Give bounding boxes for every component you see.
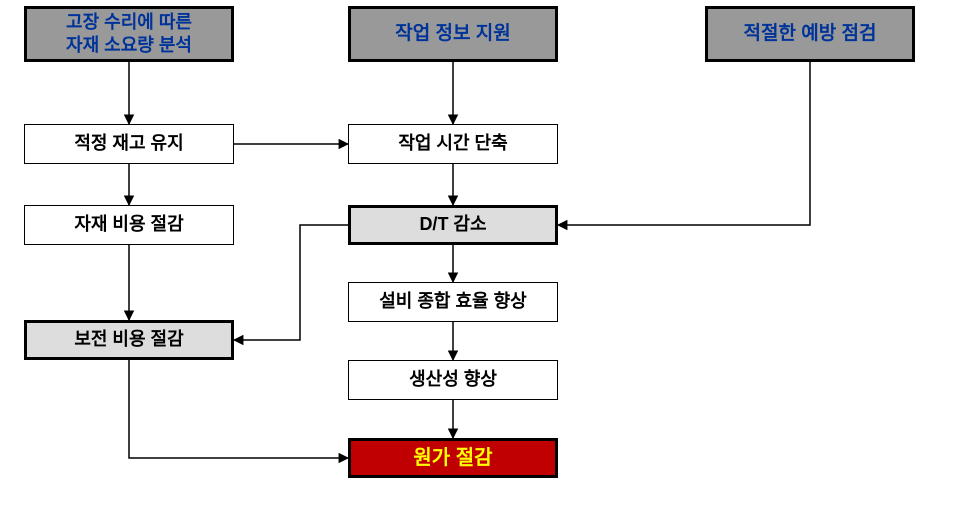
flowchart-node-n6: 자재 비용 절감 <box>24 205 234 245</box>
flowchart-node-label: D/T 감소 <box>419 213 486 236</box>
flowchart-node-label: 원가 절감 <box>413 445 492 471</box>
flowchart-node-n5: 작업 시간 단축 <box>348 124 558 164</box>
flowchart-node-label: 작업 시간 단축 <box>398 132 507 155</box>
flowchart-node-n3: 적절한 예방 점검 <box>705 6 915 62</box>
flowchart-node-label: 작업 정보 지원 <box>395 22 510 47</box>
flowchart-node-n7: D/T 감소 <box>348 205 558 245</box>
flowchart-node-n9: 보전 비용 절감 <box>24 320 234 360</box>
flowchart-node-label: 자재 비용 절감 <box>74 213 183 236</box>
flowchart-edges <box>0 0 964 507</box>
flowchart-node-n8: 설비 종합 효율 향상 <box>348 282 558 322</box>
flowchart-node-n11: 원가 절감 <box>348 438 558 478</box>
flowchart-node-n10: 생산성 향상 <box>348 360 558 400</box>
flowchart-edge-n9-n11 <box>129 360 348 458</box>
flowchart-node-label: 적절한 예방 점검 <box>744 22 877 47</box>
flowchart-node-n1: 고장 수리에 따른 자재 소요량 분석 <box>24 6 234 62</box>
flowchart-node-label: 보전 비용 절감 <box>74 328 183 351</box>
flowchart-node-label: 생산성 향상 <box>409 368 497 391</box>
flowchart-node-label: 설비 종합 효율 향상 <box>379 290 526 313</box>
flowchart-node-label: 고장 수리에 따른 자재 소요량 분석 <box>66 11 192 58</box>
flowchart-node-label: 적정 재고 유지 <box>74 132 183 155</box>
flowchart-node-n4: 적정 재고 유지 <box>24 124 234 164</box>
flowchart-edge-n3-n7 <box>558 62 810 225</box>
flowchart-edge-n7-n9 <box>234 225 348 340</box>
flowchart-node-n2: 작업 정보 지원 <box>348 6 558 62</box>
